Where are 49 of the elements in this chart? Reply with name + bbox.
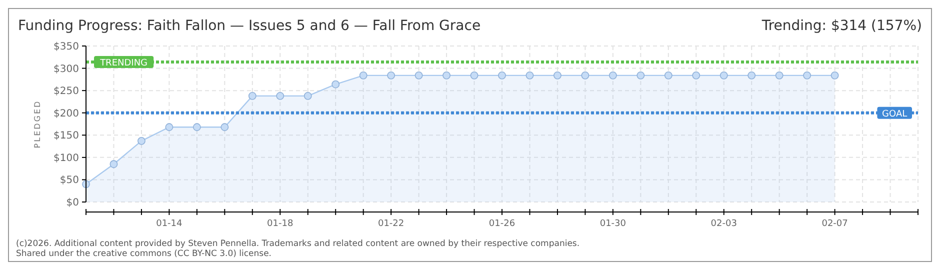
point bbox=[775, 71, 784, 80]
x-tick-label: 02-03 bbox=[710, 219, 737, 229]
point bbox=[110, 160, 118, 168]
x-tick-label: 01-22 bbox=[378, 219, 404, 229]
x-tick-label: 01-30 bbox=[600, 219, 626, 229]
x-tick-label: 02-07 bbox=[822, 219, 848, 229]
y-tick-label: $250 bbox=[54, 86, 79, 98]
point bbox=[387, 71, 396, 80]
chart-title: Funding Progress: Faith Fallon — Issues 5 and 6 — Fall From Grace bbox=[18, 18, 481, 34]
point bbox=[359, 71, 368, 80]
x-tick-label: 01-18 bbox=[267, 219, 294, 229]
point bbox=[470, 71, 478, 80]
y-tick-label: $100 bbox=[54, 152, 79, 164]
point bbox=[526, 71, 534, 80]
point bbox=[554, 71, 562, 80]
point bbox=[442, 71, 450, 80]
y-tick-label: $350 bbox=[54, 42, 79, 52]
point bbox=[138, 136, 146, 145]
point bbox=[720, 71, 728, 80]
ref-line-label: TRENDING bbox=[99, 58, 148, 69]
text: Shared under the creative commons (CC BY-NC 3.0) license. bbox=[16, 249, 272, 259]
ref-line-label: GOAL bbox=[882, 109, 908, 120]
point bbox=[830, 71, 839, 80]
point bbox=[664, 71, 672, 80]
point bbox=[803, 71, 812, 80]
chart-subtitle: Trending: $314 (157%) bbox=[760, 18, 922, 34]
point bbox=[304, 92, 312, 100]
x-tick-label: 01-26 bbox=[488, 219, 516, 229]
point bbox=[276, 92, 284, 100]
point bbox=[608, 71, 617, 80]
y-axis-title: PLEDGED bbox=[33, 100, 42, 148]
point bbox=[581, 71, 590, 80]
point bbox=[192, 123, 201, 132]
y-tick-label: $150 bbox=[54, 130, 79, 142]
point bbox=[498, 71, 506, 80]
point bbox=[220, 123, 229, 132]
y-tick-label: $300 bbox=[54, 64, 79, 75]
point bbox=[332, 80, 340, 88]
point bbox=[414, 71, 423, 80]
text: (c)2026. Additional content provided by Steven Pennella. Trademarks and related content are owned by their respective companies. bbox=[16, 239, 580, 249]
y-tick-label: $200 bbox=[54, 108, 79, 120]
point bbox=[165, 123, 174, 132]
point bbox=[248, 92, 256, 100]
point bbox=[748, 71, 756, 80]
y-tick-label: $0 bbox=[66, 198, 79, 208]
point bbox=[636, 71, 645, 80]
x-tick-label: 01-14 bbox=[156, 219, 183, 229]
y-tick-label: $50 bbox=[60, 175, 79, 186]
point bbox=[692, 71, 700, 80]
